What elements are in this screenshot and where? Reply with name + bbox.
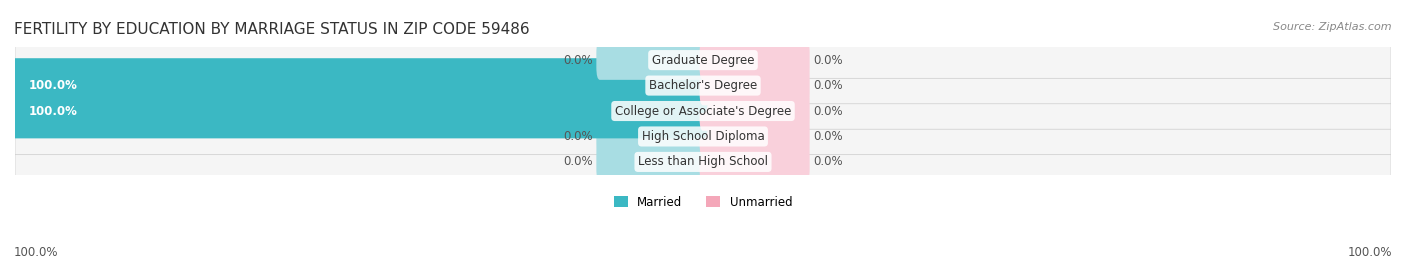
Text: 0.0%: 0.0% [564, 156, 593, 168]
Text: 0.0%: 0.0% [813, 79, 842, 92]
Text: 0.0%: 0.0% [564, 54, 593, 67]
FancyBboxPatch shape [15, 42, 1391, 78]
Text: 0.0%: 0.0% [813, 156, 842, 168]
Text: 100.0%: 100.0% [28, 104, 77, 117]
FancyBboxPatch shape [700, 66, 810, 105]
Text: 100.0%: 100.0% [14, 246, 59, 259]
Text: High School Diploma: High School Diploma [641, 130, 765, 143]
FancyBboxPatch shape [596, 117, 706, 156]
Text: College or Associate's Degree: College or Associate's Degree [614, 104, 792, 117]
FancyBboxPatch shape [596, 40, 706, 80]
Text: 100.0%: 100.0% [1347, 246, 1392, 259]
FancyBboxPatch shape [10, 84, 709, 139]
Text: 0.0%: 0.0% [813, 104, 842, 117]
Text: 100.0%: 100.0% [28, 79, 77, 92]
Legend: Married, Unmarried: Married, Unmarried [609, 191, 797, 213]
FancyBboxPatch shape [700, 117, 810, 156]
Text: Source: ZipAtlas.com: Source: ZipAtlas.com [1274, 22, 1392, 32]
Text: 0.0%: 0.0% [564, 130, 593, 143]
FancyBboxPatch shape [700, 91, 810, 131]
Text: 0.0%: 0.0% [813, 54, 842, 67]
FancyBboxPatch shape [15, 144, 1391, 180]
FancyBboxPatch shape [700, 40, 810, 80]
FancyBboxPatch shape [15, 68, 1391, 104]
FancyBboxPatch shape [10, 58, 709, 113]
Text: Graduate Degree: Graduate Degree [652, 54, 754, 67]
Text: FERTILITY BY EDUCATION BY MARRIAGE STATUS IN ZIP CODE 59486: FERTILITY BY EDUCATION BY MARRIAGE STATU… [14, 22, 530, 37]
FancyBboxPatch shape [596, 142, 706, 182]
Text: 0.0%: 0.0% [813, 130, 842, 143]
Text: Less than High School: Less than High School [638, 156, 768, 168]
FancyBboxPatch shape [15, 118, 1391, 155]
Text: Bachelor's Degree: Bachelor's Degree [650, 79, 756, 92]
FancyBboxPatch shape [15, 93, 1391, 129]
FancyBboxPatch shape [700, 142, 810, 182]
